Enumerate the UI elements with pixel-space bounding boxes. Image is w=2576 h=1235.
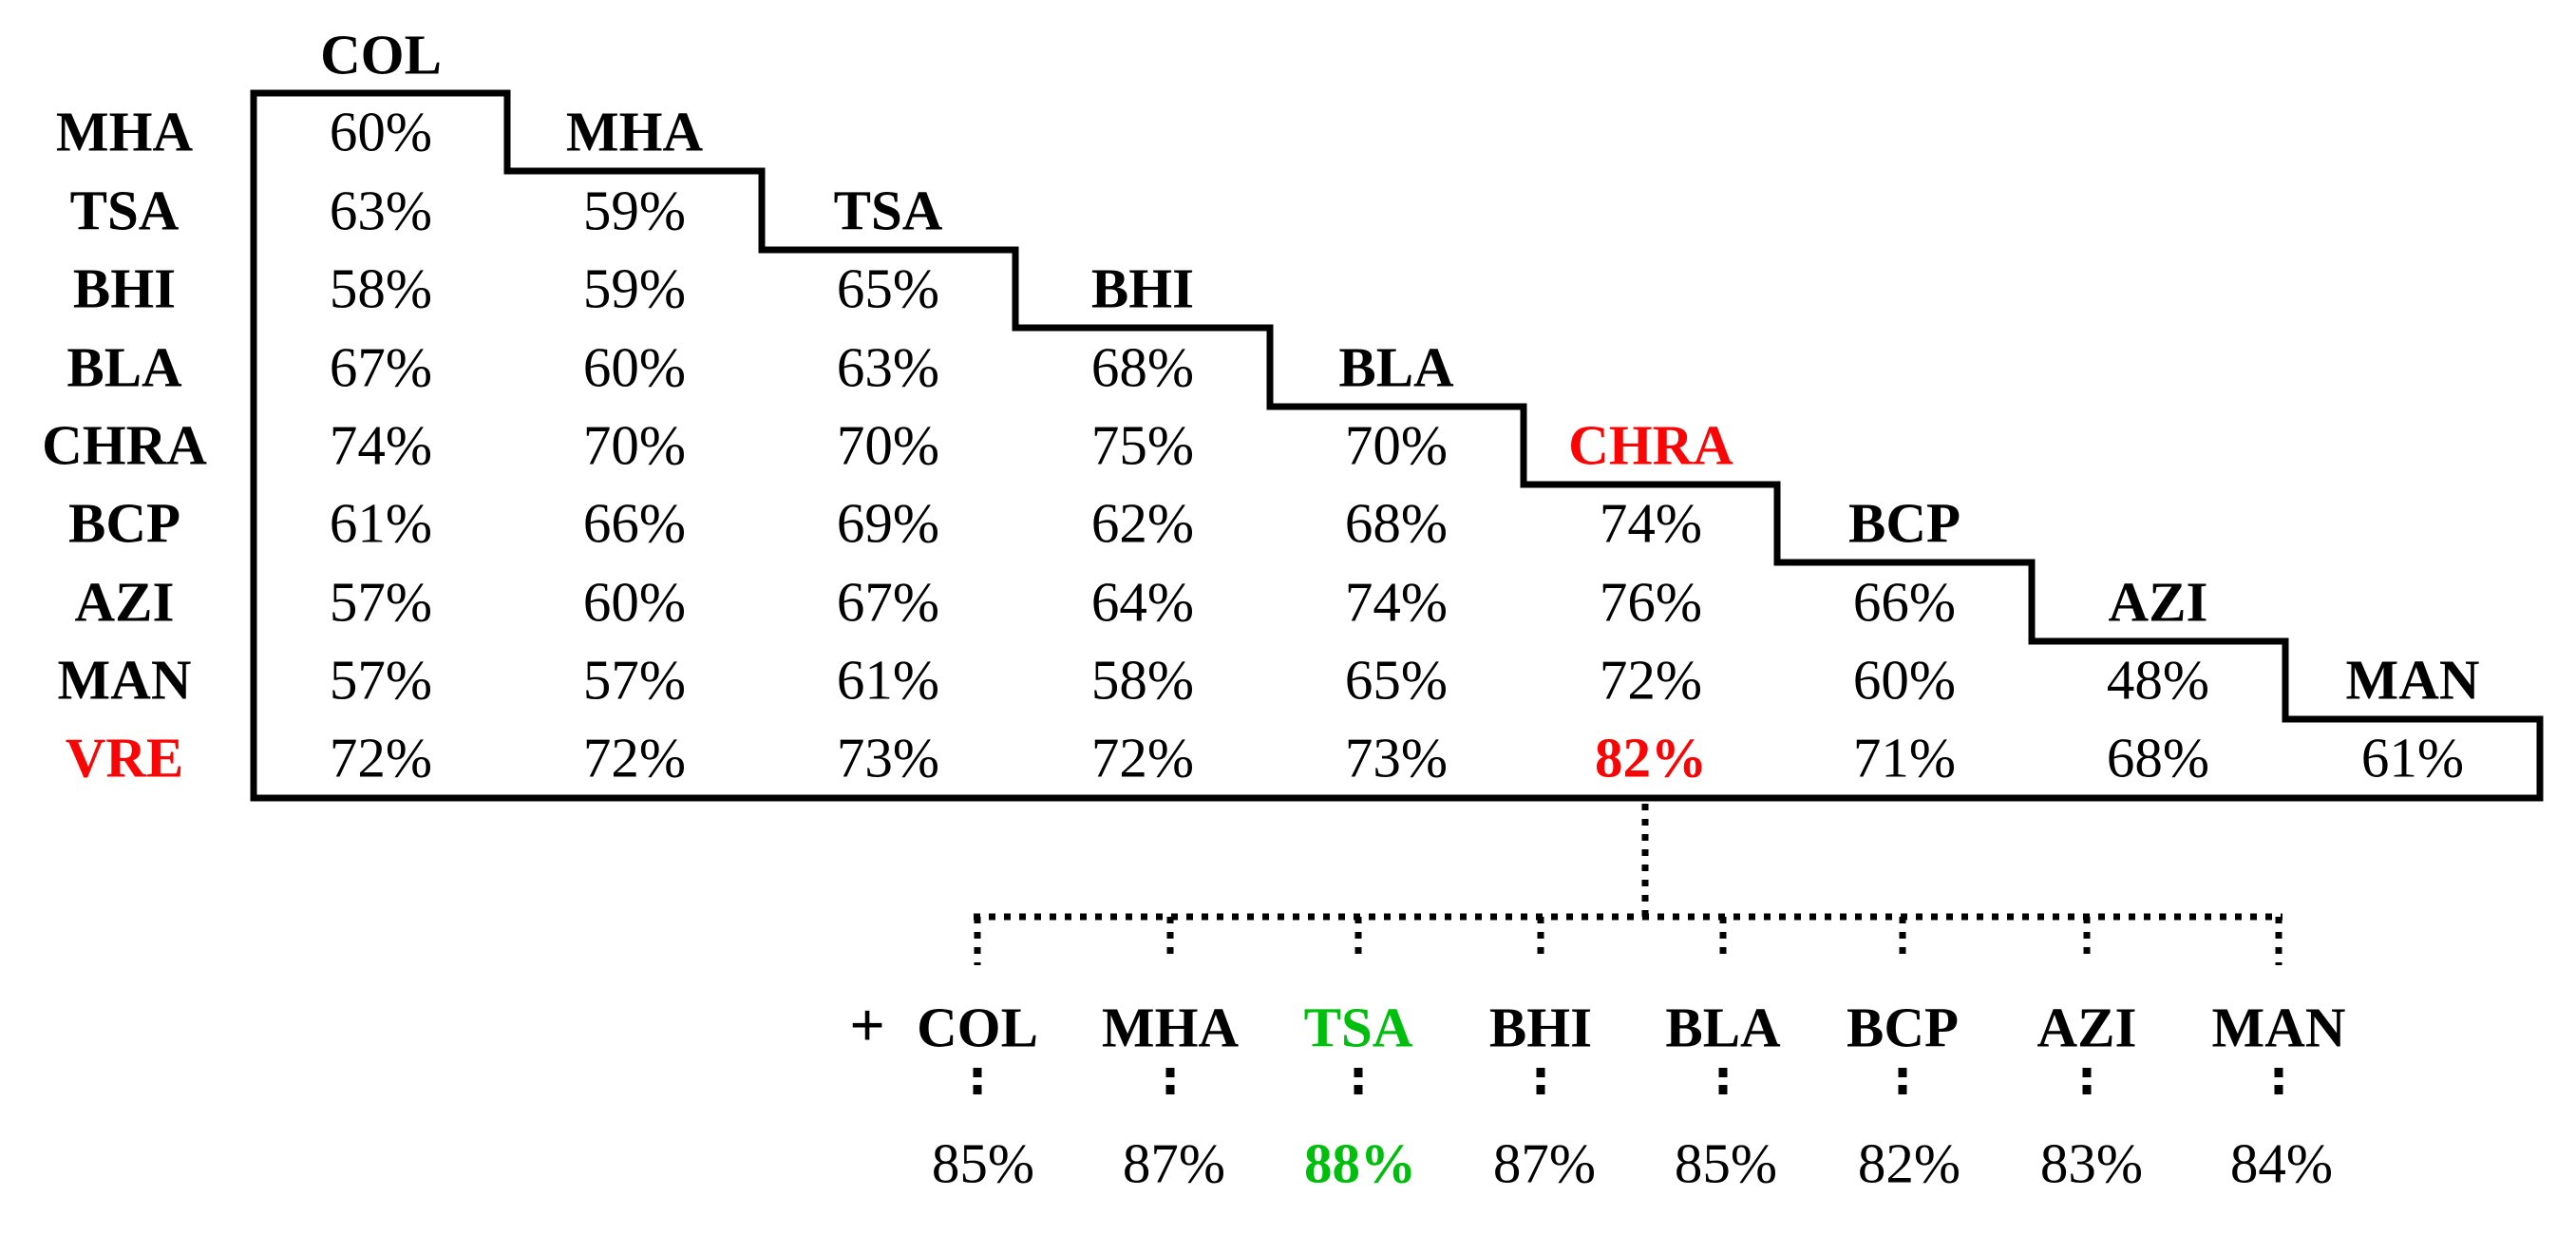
matrix-cell: 68% — [1344, 491, 1449, 555]
matrix-cell: 72% — [1599, 648, 1703, 712]
cluster-value-bhi: 87% — [1492, 1131, 1597, 1195]
matrix-cell: 66% — [582, 491, 687, 555]
cluster-label-azi: AZI — [2036, 996, 2137, 1059]
column-header-bcp: BCP — [1848, 491, 1960, 555]
matrix-staircase-border — [250, 89, 2544, 802]
matrix-cell: 66% — [1852, 570, 1957, 634]
matrix-cell: 60% — [582, 570, 687, 634]
matrix-cell: 62% — [1090, 491, 1195, 555]
matrix-cell-vre-chra-highlight: 82% — [1595, 726, 1707, 789]
cluster-value-mha: 87% — [1122, 1131, 1226, 1195]
cluster-label-bcp: BCP — [1847, 996, 1959, 1059]
cluster-label-tsa: TSA — [1303, 996, 1413, 1059]
matrix-cell: 72% — [582, 726, 687, 789]
cluster-label-bhi: BHI — [1488, 996, 1593, 1059]
matrix-cell: 67% — [836, 570, 940, 634]
row-label-azi: AZI — [74, 570, 175, 634]
matrix-cell: 72% — [329, 726, 433, 789]
cluster-value-man: 84% — [2229, 1131, 2334, 1195]
matrix-cell: 74% — [1599, 491, 1703, 555]
column-header-bhi: BHI — [1090, 256, 1195, 320]
row-label-vre: VRE — [65, 726, 184, 789]
matrix-cell: 65% — [1344, 648, 1449, 712]
cluster-value-tsa: 88% — [1304, 1131, 1416, 1195]
matrix-cell: 76% — [1599, 570, 1703, 634]
matrix-cell: 61% — [329, 491, 433, 555]
matrix-cell: 57% — [329, 570, 433, 634]
matrix-cell: 68% — [2106, 726, 2210, 789]
cluster-label-bla: BLA — [1665, 996, 1781, 1059]
matrix-cell: 61% — [2360, 726, 2465, 789]
matrix-cell: 48% — [2106, 648, 2210, 712]
row-label-bla: BLA — [66, 335, 182, 399]
matrix-cell: 73% — [836, 726, 940, 789]
matrix-cell: 58% — [1090, 648, 1195, 712]
cluster-label-col: COL — [917, 996, 1038, 1059]
matrix-cell: 60% — [1852, 648, 1957, 712]
matrix-cell: 68% — [1090, 335, 1195, 399]
matrix-cell: 71% — [1852, 726, 1957, 789]
matrix-cell: 70% — [1344, 413, 1449, 477]
cluster-value-bla: 85% — [1674, 1131, 1778, 1195]
cluster-value-azi: 83% — [2039, 1131, 2144, 1195]
matrix-cell: 69% — [836, 491, 940, 555]
matrix-cell: 73% — [1344, 726, 1449, 789]
column-header-man: MAN — [2345, 648, 2480, 712]
column-header-bla: BLA — [1338, 335, 1454, 399]
matrix-cell: 65% — [836, 256, 940, 320]
column-header-mha: MHA — [565, 100, 704, 163]
matrix-cell: 59% — [582, 256, 687, 320]
row-label-bhi: BHI — [72, 256, 177, 320]
column-header-col: COL — [320, 23, 442, 86]
matrix-cell: 74% — [1344, 570, 1449, 634]
matrix-cell: 70% — [582, 413, 687, 477]
matrix-cell: 57% — [582, 648, 687, 712]
row-label-man: MAN — [57, 648, 192, 712]
cluster-label-mha: MHA — [1101, 996, 1240, 1059]
matrix-cell: 75% — [1090, 413, 1195, 477]
row-label-bcp: BCP — [68, 491, 180, 555]
column-header-tsa: TSA — [833, 179, 943, 242]
matrix-cell: 60% — [329, 100, 433, 163]
column-header-azi: AZI — [2108, 570, 2208, 634]
row-label-chra: CHRA — [42, 413, 207, 477]
cluster-value-col: 85% — [931, 1131, 1035, 1195]
matrix-cell: 61% — [836, 648, 940, 712]
cluster-tick-dotted-lines — [974, 917, 2282, 965]
cluster-label-man: MAN — [2211, 996, 2346, 1059]
row-label-tsa: TSA — [69, 179, 180, 242]
matrix-cell: 58% — [329, 256, 433, 320]
row-label-mha: MHA — [55, 100, 194, 163]
plus-sign: + — [849, 991, 885, 1060]
matrix-cell: 72% — [1090, 726, 1195, 789]
column-header-chra: CHRA — [1568, 413, 1733, 477]
matrix-cell: 70% — [836, 413, 940, 477]
matrix-cell: 63% — [836, 335, 940, 399]
cluster-value-bcp: 82% — [1857, 1131, 1961, 1195]
matrix-cell: 67% — [329, 335, 433, 399]
matrix-cell: 60% — [582, 335, 687, 399]
matrix-cell: 59% — [582, 179, 687, 242]
matrix-cell: 74% — [329, 413, 433, 477]
matrix-cell: 64% — [1090, 570, 1195, 634]
matrix-cell: 63% — [329, 179, 433, 242]
matrix-cell: 57% — [329, 648, 433, 712]
cluster-colon-dots — [973, 1068, 2283, 1094]
